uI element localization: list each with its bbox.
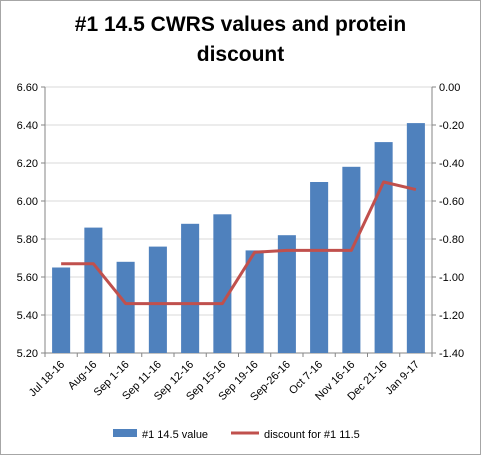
y-left-tick-label: 5.20 bbox=[17, 348, 38, 360]
y-left-tick-label: 6.00 bbox=[17, 196, 38, 208]
y-left-tick-label: 6.60 bbox=[17, 82, 38, 94]
y-right-tick-label: -0.80 bbox=[439, 234, 464, 246]
bar bbox=[245, 250, 264, 353]
legend-label-bars: #1 14.5 value bbox=[142, 429, 208, 441]
bar bbox=[342, 166, 361, 353]
chart-title: #1 14.5 CWRS values and protein discount bbox=[0, 10, 481, 70]
legend-label-line: discount for #1 11.5 bbox=[264, 429, 360, 441]
y-left-tick-label: 6.40 bbox=[17, 120, 38, 132]
bar bbox=[148, 246, 167, 353]
bar bbox=[84, 227, 103, 353]
bar bbox=[374, 142, 393, 353]
x-tick-label: Jul 18-16 bbox=[27, 359, 67, 399]
y-right-tick-label: 0.00 bbox=[439, 82, 460, 94]
y-right-tick-label: -0.20 bbox=[439, 120, 464, 132]
bar bbox=[213, 214, 232, 353]
y-left-tick-label: 6.20 bbox=[17, 158, 38, 170]
bar bbox=[181, 223, 200, 353]
y-right-tick-label: -1.00 bbox=[439, 272, 464, 284]
chart-title-line-1: #1 14.5 CWRS values and protein bbox=[74, 13, 407, 36]
bar bbox=[277, 235, 296, 353]
bar bbox=[406, 123, 425, 353]
y-left-tick-label: 5.60 bbox=[17, 272, 38, 284]
bar bbox=[310, 182, 329, 353]
y-left-tick-label: 5.80 bbox=[17, 234, 38, 246]
y-right-tick-label: -1.40 bbox=[439, 348, 464, 360]
bar bbox=[52, 267, 71, 353]
x-tick-label: Jan 9-17 bbox=[383, 359, 422, 398]
bar bbox=[116, 261, 135, 353]
legend-swatch-bars bbox=[113, 429, 137, 437]
y-right-tick-label: -1.20 bbox=[439, 310, 464, 322]
y-left-tick-label: 5.40 bbox=[17, 310, 38, 322]
y-right-tick-label: -0.60 bbox=[439, 196, 464, 208]
y-right-tick-label: -0.40 bbox=[439, 158, 464, 170]
discount-line bbox=[61, 180, 417, 306]
chart-title-line-2: discount bbox=[196, 43, 285, 66]
